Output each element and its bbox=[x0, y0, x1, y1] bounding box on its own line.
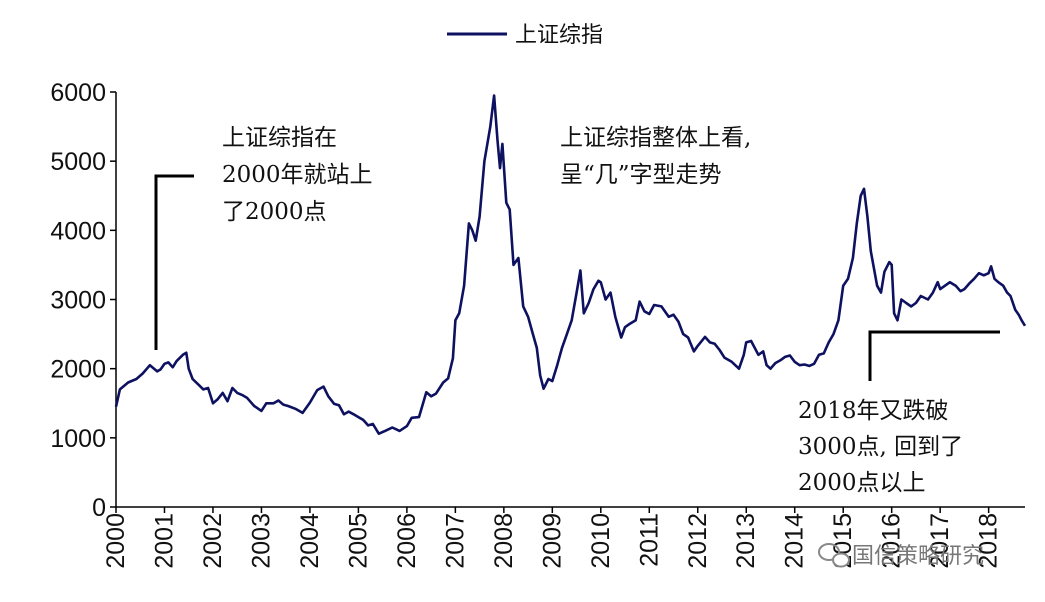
annotation-overall-trend: 上证综指整体上看, 呈“几”字型走势 bbox=[560, 125, 759, 188]
watermark: 国信策略研究 bbox=[818, 543, 984, 569]
x-tick-label: 2014 bbox=[781, 513, 809, 569]
x-tick-label: 2000 bbox=[102, 513, 130, 569]
x-tick-label: 2018 bbox=[975, 513, 1003, 569]
x-tick-label: 2013 bbox=[732, 513, 760, 569]
y-axis: 0 1000 2000 3000 4000 5000 6000 bbox=[50, 79, 117, 522]
y-tick-label: 1000 bbox=[50, 425, 106, 453]
x-tick-label: 2008 bbox=[490, 513, 518, 569]
x-tick-label: 2003 bbox=[247, 513, 275, 569]
watermark-text: 国信策略研究 bbox=[852, 544, 984, 569]
legend-label: 上证综指 bbox=[515, 23, 603, 48]
y-tick-label: 3000 bbox=[50, 287, 106, 315]
annotation-2000-level: 上证综指在 2000年就站上 了2000点 bbox=[222, 125, 380, 225]
x-tick-label: 2011 bbox=[635, 513, 663, 567]
x-tick-label: 2016 bbox=[878, 513, 906, 569]
annotations: 上证综指在 2000年就站上 了2000点 上证综指整体上看, 呈“几”字型走势… bbox=[222, 125, 970, 496]
x-tick-label: 2007 bbox=[441, 513, 469, 569]
x-tick-label: 2004 bbox=[296, 513, 324, 569]
y-tick-label: 0 bbox=[92, 494, 106, 522]
series-line-shanghai-composite bbox=[114, 94, 1027, 435]
y-tick-label: 4000 bbox=[50, 217, 106, 245]
annotation-bracket-2000 bbox=[154, 174, 194, 350]
x-tick-label: 2009 bbox=[538, 513, 566, 569]
x-tick-label: 2006 bbox=[393, 513, 421, 569]
annotation-bracket-2018 bbox=[868, 330, 1000, 381]
x-tick-label: 2001 bbox=[150, 513, 178, 569]
x-tick-label: 2005 bbox=[344, 513, 372, 569]
x-tick-label: 2010 bbox=[587, 513, 615, 569]
x-tick-label: 2017 bbox=[926, 513, 954, 569]
x-tick-label: 2002 bbox=[199, 513, 227, 569]
wechat-icon bbox=[818, 543, 850, 568]
legend: 上证综指 bbox=[447, 23, 603, 48]
annotation-callouts bbox=[154, 174, 1000, 381]
annotation-2018-drop: 2018年又跌破 3000点, 回到了 2000点以上 bbox=[798, 398, 970, 496]
x-tick-label: 2012 bbox=[684, 513, 712, 569]
y-tick-label: 6000 bbox=[50, 79, 106, 107]
y-tick-label: 5000 bbox=[50, 148, 106, 176]
y-tick-label: 2000 bbox=[50, 356, 106, 384]
